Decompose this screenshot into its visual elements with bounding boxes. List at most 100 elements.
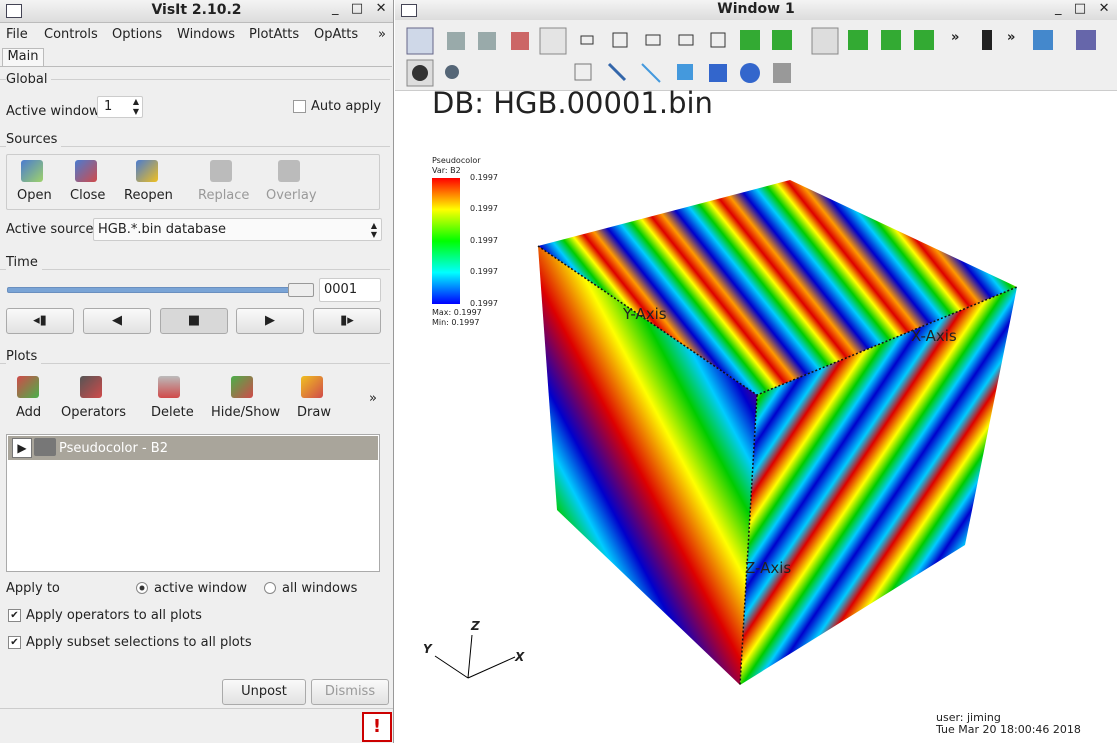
plot-icon [34,438,56,456]
slider-handle[interactable] [288,283,314,297]
label: Apply to [6,581,60,596]
icon [278,160,300,182]
legend-var: Var: B2 [432,166,461,175]
axis-title: X-Axis [911,327,957,345]
menu-opatts[interactable]: OpAtts [314,27,359,42]
legend-tick: 0.1997 [470,236,498,245]
icon [210,160,232,182]
icon [301,376,323,398]
label: Active window [6,104,100,119]
button-first[interactable]: ◂▮ [6,308,74,334]
checkbox-label: Auto apply [311,99,382,114]
toolbar-more[interactable]: » [951,30,960,45]
spinbox[interactable]: 1 ▲ ▼ [97,96,143,118]
triad-label: Z [471,619,480,633]
toolbar-icons [406,27,1096,87]
tool-more[interactable]: » [369,391,377,406]
icon [158,376,180,398]
menu-plotatts[interactable]: PlotAtts [249,27,300,42]
label: Active source [6,222,94,237]
window-controls[interactable]: _ □ ✕ [332,1,387,16]
icon [75,160,97,182]
checkbox[interactable] [293,100,306,113]
window-icon [401,4,417,17]
expand-icon[interactable]: ▶ [12,438,32,458]
cube-right [740,287,1017,685]
menu-options[interactable]: Options [112,27,163,42]
button-dismiss[interactable]: Dismiss [311,679,389,705]
tool-reopen[interactable]: Reopen [124,188,173,203]
checkbox[interactable]: ✔ [8,609,21,622]
tool-close[interactable]: Close [70,188,106,203]
button-play[interactable]: ▶ [236,308,304,334]
group-line [0,363,390,364]
date-label: Tue Mar 20 18:00:46 2018 [936,723,1081,736]
output-icon[interactable]: ! [362,712,392,742]
tool-delete[interactable]: Delete [151,405,194,420]
button-last[interactable]: ▮▸ [313,308,381,334]
radio-label: active window [154,581,247,596]
triad-label: Y [423,642,432,656]
triad-label: X [515,650,525,664]
legend-tick: 0.1997 [470,299,498,308]
db-label: DB: HGB.00001.bin [432,86,713,120]
tab-main[interactable]: Main [2,48,44,67]
button-back[interactable]: ◀ [83,308,151,334]
legend-tick: 0.1997 [470,173,498,182]
group-line [0,79,390,80]
checkbox[interactable]: ✔ [8,636,21,649]
legend-tick: 0.1997 [470,204,498,213]
user-label: user: jiming [936,711,1001,724]
toolbar-more[interactable]: » [1007,30,1016,45]
checkbox-label: Apply subset selections to all plots [26,635,252,650]
tool-replace[interactable]: Replace [198,188,250,203]
cube-top [538,180,1017,395]
menu-more[interactable]: » [378,27,386,42]
legend-title: Pseudocolor [432,156,481,165]
tool-open[interactable]: Open [17,188,52,203]
main-window: VisIt 2.10.2 _ □ ✕ File Controls Options… [0,0,394,743]
triad [434,634,516,679]
toolbar-row[interactable] [406,27,1096,55]
time-slider[interactable] [7,287,309,293]
legend-min: Min: 0.1997 [432,318,480,327]
plot-item[interactable]: ▶ Pseudocolor - B2 [8,436,378,460]
radio[interactable] [136,582,148,594]
separator [0,708,393,709]
legend-tick: 0.1997 [470,267,498,276]
group-title: Global [6,72,52,87]
frame-field[interactable]: 0001 [319,278,381,302]
axis-title: Z-Axis [745,559,792,577]
icon [136,160,158,182]
combobox[interactable]: HGB.*.bin database ▲ ▼ [93,218,382,241]
button-stop[interactable]: ■ [160,308,228,334]
toolbar-row[interactable] [406,59,791,87]
window-controls[interactable]: _ □ ✕ [1055,1,1110,16]
color-bar [432,178,460,304]
tool-overlay[interactable]: Overlay [266,188,317,203]
button-unpost[interactable]: Unpost [222,679,306,705]
group-line [0,146,390,147]
tool-draw[interactable]: Draw [297,405,331,420]
tool-add[interactable]: Add [16,405,42,420]
plot-name: Pseudocolor - B2 [59,441,168,456]
group-title: Sources [6,132,62,147]
menu-controls[interactable]: Controls [44,27,98,42]
window-title: VisIt 2.10.2 [151,2,242,18]
axis-title: Y-Axis [623,305,667,323]
toolbar [6,154,380,210]
menu-windows[interactable]: Windows [177,27,236,42]
menu-file[interactable]: File [6,27,28,42]
radio[interactable] [264,582,276,594]
icon [80,376,102,398]
group-title: Plots [6,349,42,364]
radio-label: all windows [282,581,358,596]
tool-hideshow[interactable]: Hide/Show [211,405,281,420]
render-area [432,178,1018,686]
tool-operators[interactable]: Operators [61,405,126,420]
window-icon [6,4,22,18]
title-bar: VisIt 2.10.2 _ □ ✕ [0,0,393,23]
spinbox-value: 1 [104,99,113,114]
group-title: Time [6,255,42,270]
